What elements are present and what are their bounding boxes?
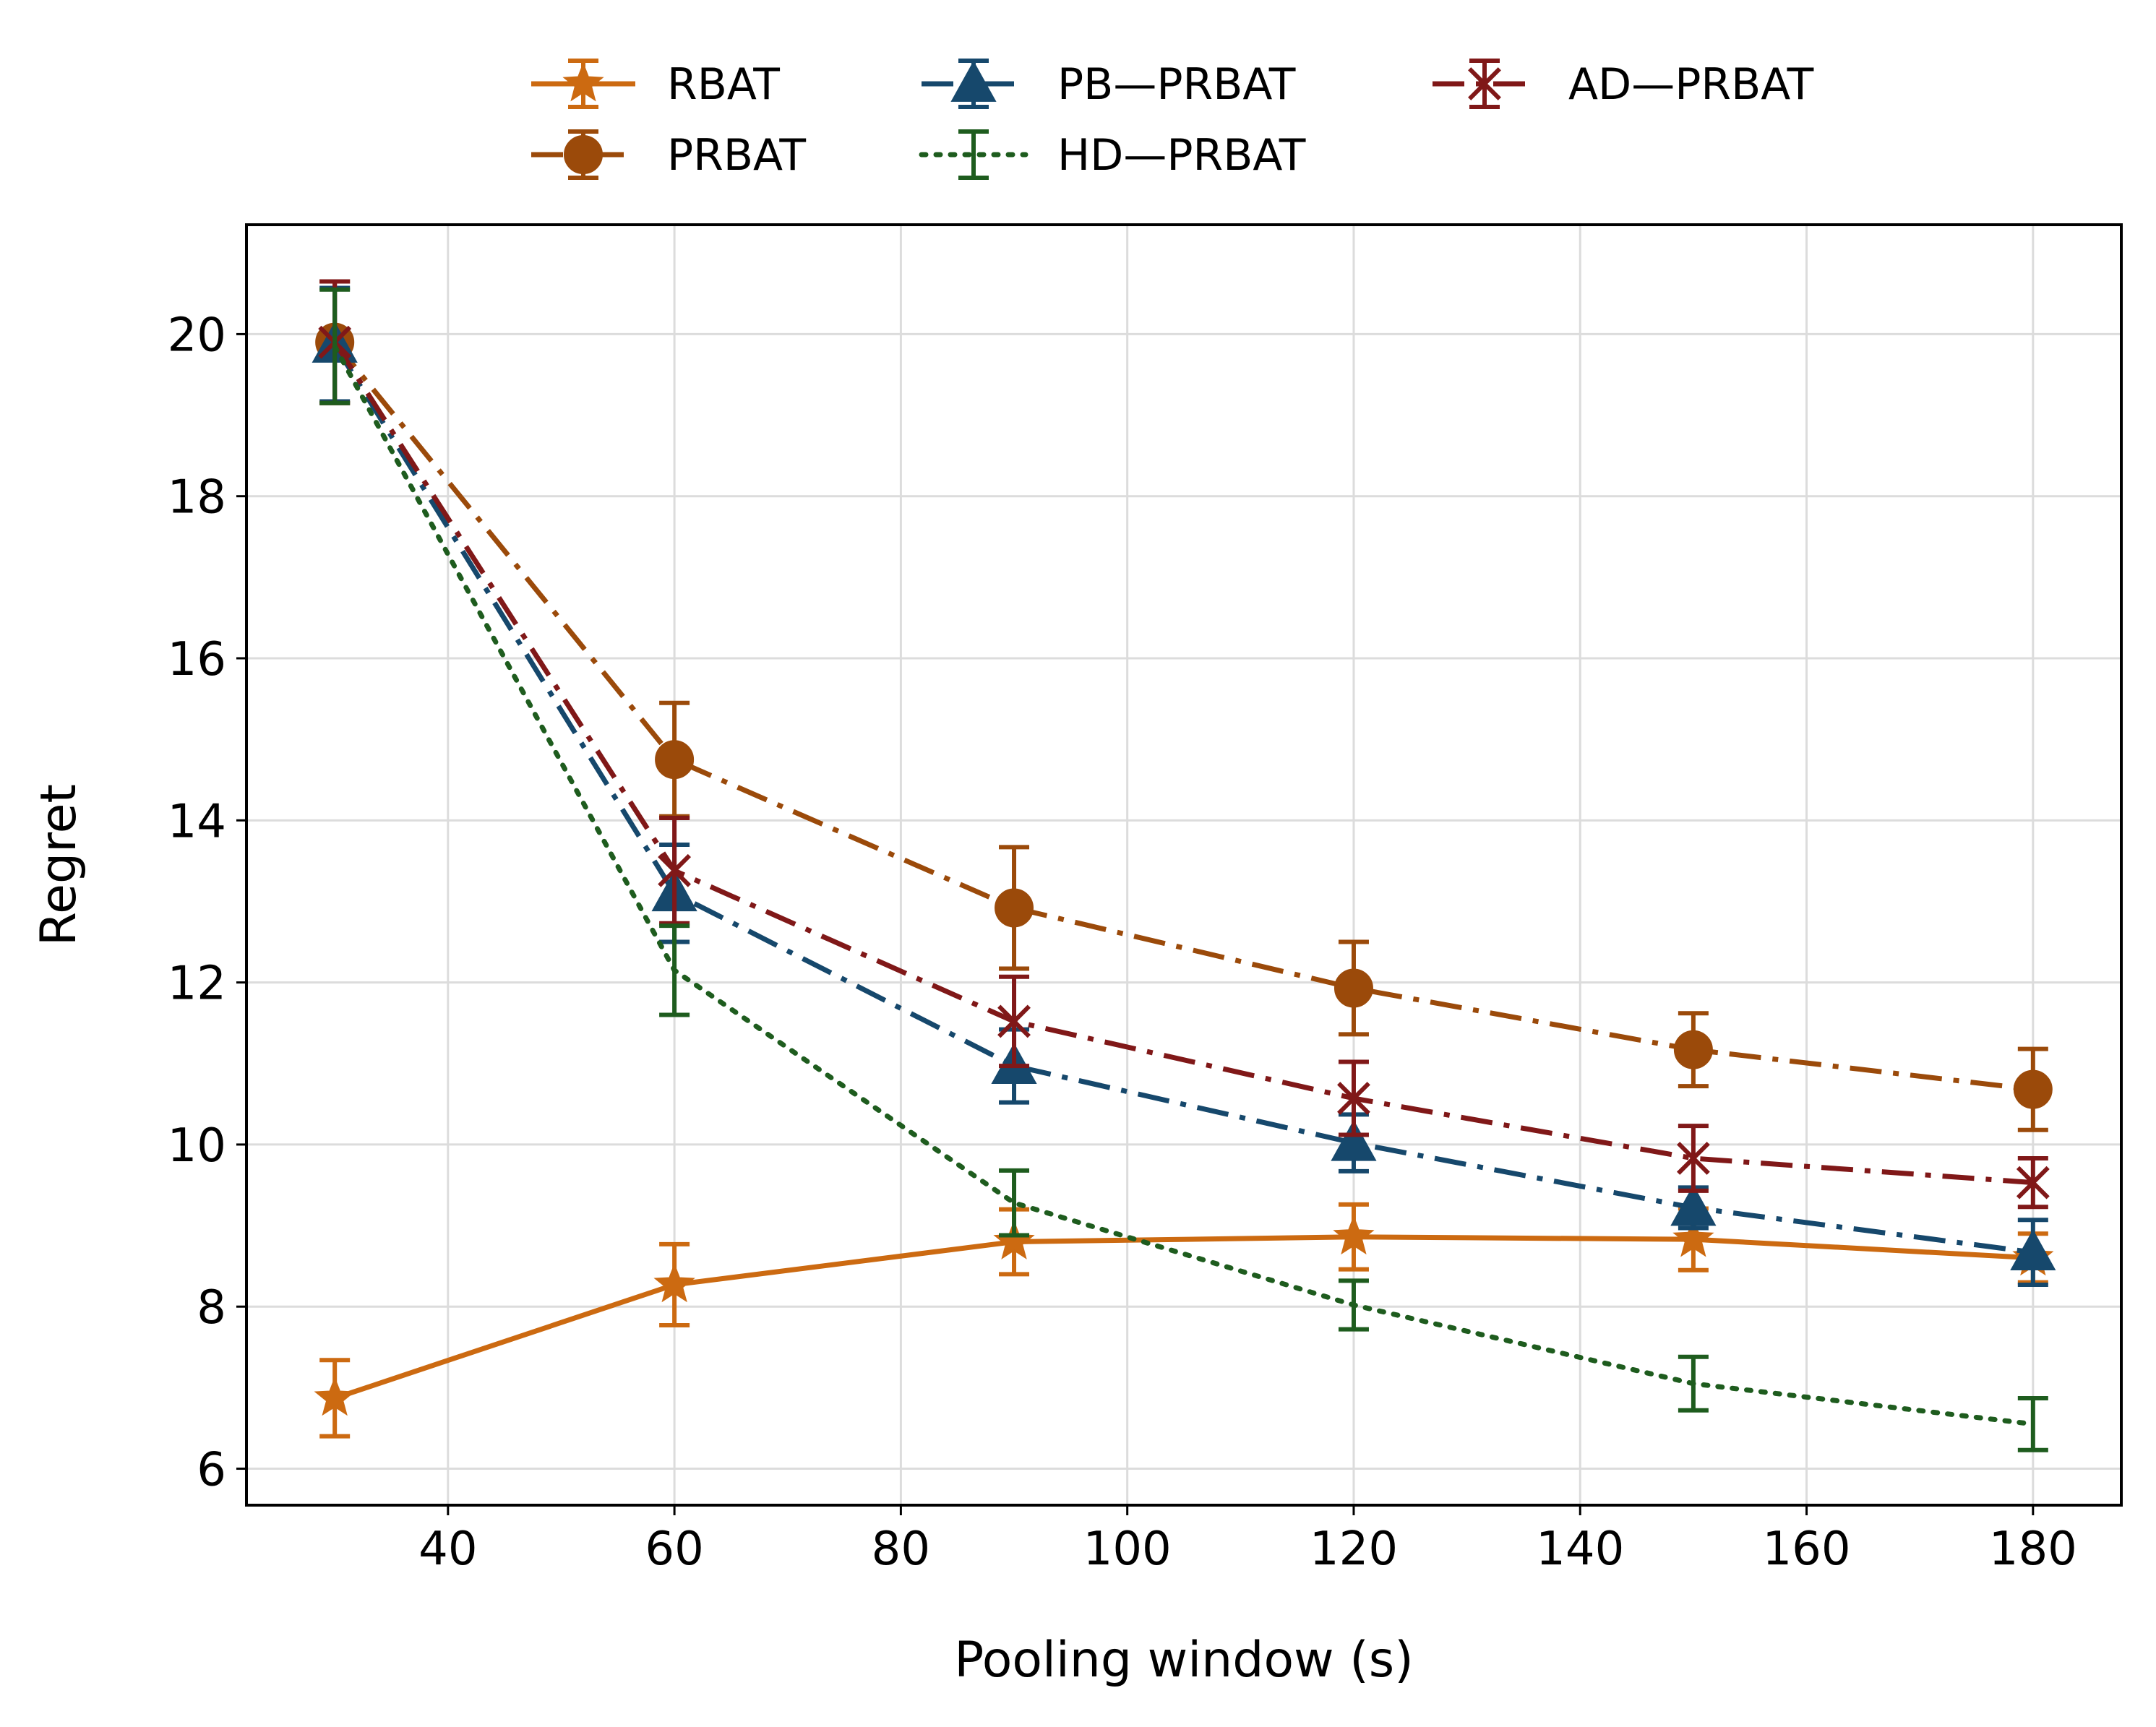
y-tick-label: 8	[197, 1281, 226, 1335]
series-line-ad-prbat	[332, 340, 2034, 1186]
series-line-prbat	[332, 340, 2034, 1093]
series-hd-prbat	[319, 287, 2048, 1452]
error-bar-hd-prbat	[2017, 1395, 2048, 1452]
legend-label: AD—PRBAT	[1568, 59, 1814, 110]
legend-entry-ad-prbat: AD—PRBAT	[1433, 59, 1814, 110]
legend-marker	[564, 135, 603, 174]
x-tick-label: 140	[1536, 1523, 1624, 1576]
x-tick-label: 160	[1762, 1523, 1850, 1576]
error-bar-hd-prbat	[1338, 1278, 1369, 1332]
data-point-ad-prbat	[2016, 1166, 2050, 1200]
series-line-pb-prbat	[332, 343, 2034, 1255]
legend-label: RBAT	[667, 59, 780, 110]
x-tick-label: 80	[872, 1523, 930, 1576]
error-bar-hd-prbat	[659, 923, 690, 1017]
y-axis-label: Regret	[30, 784, 87, 946]
data-point-rbat	[1333, 1215, 1375, 1255]
data-point-prbat	[655, 740, 695, 780]
y-tick-label: 10	[168, 1119, 226, 1173]
series-line-hd-prbat	[332, 343, 2036, 1427]
grid	[246, 225, 2121, 1505]
legend-marker	[950, 61, 997, 102]
legend-marker	[562, 61, 604, 102]
legend-entry-prbat: PRBAT	[531, 129, 806, 181]
error-bar-hd-prbat	[999, 1168, 1030, 1238]
data-point-prbat	[995, 888, 1034, 928]
y-tick-label: 18	[168, 471, 226, 525]
axis-ticks: 40 60 80 100 120 140 160 180 6 8 10 12 14 16 18 20	[168, 309, 2077, 1576]
x-tick-label: 40	[418, 1523, 477, 1576]
data-point-prbat	[2013, 1069, 2053, 1109]
x-tick-label: 60	[645, 1523, 703, 1576]
legend-label: PB—PRBAT	[1057, 59, 1296, 110]
series-layer	[312, 279, 2056, 1452]
data-point-pb-prbat	[1331, 1119, 1377, 1161]
legend-entry-pb-prbat: PB—PRBAT	[922, 59, 1296, 110]
data-point-ad-prbat	[1337, 1082, 1370, 1115]
data-point-prbat	[1333, 968, 1373, 1008]
x-tick-label: 100	[1083, 1523, 1172, 1576]
x-tick-label: 120	[1310, 1523, 1398, 1576]
x-axis-label: Pooling window (s)	[954, 1632, 1414, 1689]
y-tick-label: 14	[168, 795, 226, 848]
plot-frame	[245, 223, 2123, 1507]
data-point-pb-prbat	[2010, 1229, 2056, 1271]
y-tick-label: 16	[168, 633, 226, 686]
data-point-ad-prbat	[1676, 1142, 1710, 1175]
error-bar-hd-prbat	[319, 287, 351, 405]
data-point-rbat	[314, 1376, 356, 1416]
legend-entry-rbat: RBAT	[531, 59, 780, 110]
y-tick-label: 20	[168, 309, 226, 362]
data-point-ad-prbat	[658, 853, 692, 887]
error-bar-hd-prbat	[1678, 1354, 1709, 1413]
legend: RBAT PRBAT PB—PRBAT HD—PRBAT AD—PRBAT	[531, 59, 1814, 181]
legend-label: PRBAT	[667, 130, 806, 181]
data-point-prbat	[1673, 1030, 1713, 1069]
data-point-pb-prbat	[1670, 1184, 1717, 1226]
y-tick-label: 12	[168, 957, 226, 1011]
legend-marker	[1468, 67, 1501, 100]
data-point-ad-prbat	[997, 1004, 1031, 1038]
x-tick-label: 180	[1989, 1523, 2077, 1576]
legend-label: HD—PRBAT	[1057, 130, 1306, 181]
data-point-rbat	[653, 1262, 695, 1303]
data-point-rbat	[1672, 1218, 1714, 1257]
legend-error-bar	[958, 129, 989, 180]
series-ad-prbat	[318, 279, 2050, 1210]
series-line-rbat	[334, 1234, 2033, 1401]
legend-entry-hd-prbat: HD—PRBAT	[919, 129, 1306, 181]
y-tick-label: 6	[197, 1444, 226, 1497]
